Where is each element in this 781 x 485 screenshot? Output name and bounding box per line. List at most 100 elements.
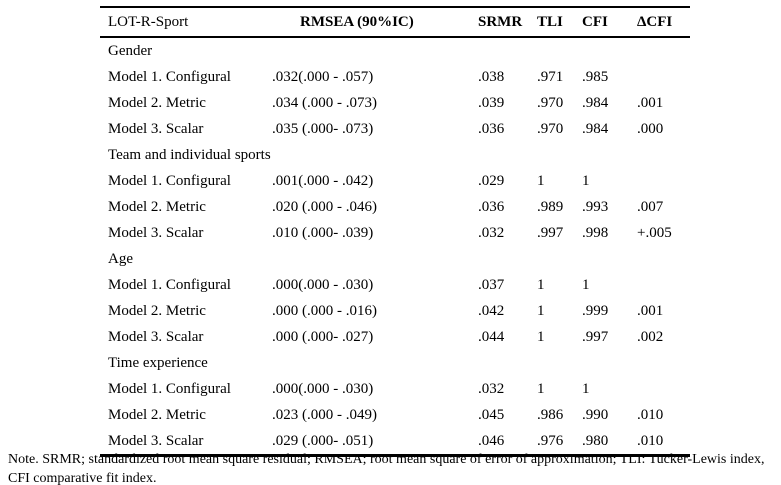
- model-label: Model 2. Metric: [108, 94, 206, 111]
- table-row: Model 3. Scalar .029 (.000- .051) .046 .…: [100, 428, 690, 456]
- model-label: Model 3. Scalar: [108, 432, 204, 449]
- rmsea-value: .023 (.000 - .049): [272, 406, 377, 423]
- model-label: Model 3. Scalar: [108, 328, 204, 345]
- cfi-value: .984: [582, 94, 609, 111]
- srmr-value: .037: [478, 276, 505, 293]
- model-label: Model 1. Configural: [108, 276, 231, 293]
- tli-value: .997: [537, 224, 564, 241]
- table-row: Model 1. Configural .001(.000 - .042) .0…: [100, 168, 690, 194]
- tli-value: 1: [537, 302, 545, 319]
- delta-cfi-value: [637, 64, 690, 90]
- delta-cfi-value: .010: [637, 432, 664, 449]
- cfi-value: .998: [582, 224, 609, 241]
- table-row: Model 2. Metric .000 (.000 - .016) .042 …: [100, 298, 690, 324]
- rmsea-value: .000(.000 - .030): [272, 380, 374, 397]
- fit-indices-table: LOT-R-Sport RMSEA (90%IC) SRMR TLI CFI Δ…: [100, 6, 690, 457]
- section-row-team-individual: Team and individual sports: [100, 142, 690, 168]
- tli-value: 1: [537, 328, 545, 345]
- tli-value: 1: [537, 380, 545, 397]
- model-label: Model 1. Configural: [108, 380, 231, 397]
- model-label: Model 3. Scalar: [108, 224, 204, 241]
- srmr-value: .036: [478, 120, 505, 137]
- srmr-value: .045: [478, 406, 505, 423]
- delta-cfi-value: .000: [637, 120, 664, 137]
- delta-cfi-value: .002: [637, 328, 664, 345]
- cfi-value: 1: [582, 276, 590, 293]
- srmr-value: .029: [478, 172, 505, 189]
- section-label: Gender: [108, 42, 153, 59]
- model-label: Model 2. Metric: [108, 406, 206, 423]
- rmsea-value: .010 (.000- .039): [272, 224, 374, 241]
- column-header-lot-r-sport: LOT-R-Sport: [100, 7, 272, 38]
- rmsea-value: .035 (.000- .073): [272, 120, 374, 137]
- table-row: Model 2. Metric .020 (.000 - .046) .036 …: [100, 194, 690, 220]
- delta-cfi-value: .010: [637, 406, 664, 423]
- tli-value: .970: [537, 120, 564, 137]
- rmsea-value: .020 (.000 - .046): [272, 198, 377, 215]
- cfi-value: .997: [582, 328, 609, 345]
- srmr-value: .042: [478, 302, 505, 319]
- delta-cfi-value: +.005: [637, 224, 672, 241]
- model-label: Model 2. Metric: [108, 302, 206, 319]
- delta-cfi-value: .007: [637, 198, 664, 215]
- table-row: Model 3. Scalar .000 (.000- .027) .044 1…: [100, 324, 690, 350]
- srmr-value: .036: [478, 198, 505, 215]
- rmsea-value: .029 (.000- .051): [272, 432, 374, 449]
- cfi-value: 1: [582, 172, 590, 189]
- cfi-value: .999: [582, 302, 609, 319]
- tli-value: 1: [537, 172, 545, 189]
- tli-value: .970: [537, 94, 564, 111]
- cfi-value: .985: [582, 68, 609, 85]
- header-row: LOT-R-Sport RMSEA (90%IC) SRMR TLI CFI Δ…: [100, 7, 690, 38]
- table-row: Model 1. Configural .032(.000 - .057) .0…: [100, 64, 690, 90]
- srmr-value: .046: [478, 432, 505, 449]
- rmsea-value: .000 (.000 - .016): [272, 302, 377, 319]
- section-label: Team and individual sports: [108, 146, 271, 163]
- model-label: Model 1. Configural: [108, 172, 231, 189]
- rmsea-value: .001(.000 - .042): [272, 172, 374, 189]
- cfi-value: .984: [582, 120, 609, 137]
- rmsea-value: .034 (.000 - .073): [272, 94, 377, 111]
- table-row: Model 3. Scalar .035 (.000- .073) .036 .…: [100, 116, 690, 142]
- column-header-rmsea: RMSEA (90%IC): [272, 7, 478, 38]
- section-label: Time experience: [108, 354, 208, 371]
- model-label: Model 2. Metric: [108, 198, 206, 215]
- cfi-value: 1: [582, 380, 590, 397]
- srmr-value: .044: [478, 328, 505, 345]
- tli-value: .971: [537, 68, 564, 85]
- cfi-value: .990: [582, 406, 609, 423]
- table-row: Model 1. Configural .000(.000 - .030) .0…: [100, 376, 690, 402]
- model-label: Model 1. Configural: [108, 68, 231, 85]
- srmr-value: .032: [478, 380, 505, 397]
- table-row: Model 2. Metric .023 (.000 - .049) .045 …: [100, 402, 690, 428]
- rmsea-value: .000(.000 - .030): [272, 276, 374, 293]
- delta-cfi-value: [637, 376, 690, 402]
- delta-cfi-value: .001: [637, 94, 664, 111]
- tli-value: .976: [537, 432, 564, 449]
- column-header-srmr: SRMR: [478, 7, 537, 38]
- table-row: Model 3. Scalar .010 (.000- .039) .032 .…: [100, 220, 690, 246]
- srmr-value: .039: [478, 94, 505, 111]
- section-row-age: Age: [100, 246, 690, 272]
- delta-cfi-value: .001: [637, 302, 664, 319]
- cfi-value: .993: [582, 198, 609, 215]
- table-row: Model 2. Metric .034 (.000 - .073) .039 …: [100, 90, 690, 116]
- tli-value: .989: [537, 198, 564, 215]
- srmr-value: .032: [478, 224, 505, 241]
- tli-value: 1: [537, 276, 545, 293]
- tli-value: .986: [537, 406, 564, 423]
- delta-cfi-value: [637, 272, 690, 298]
- rmsea-value: .000 (.000- .027): [272, 328, 374, 345]
- delta-cfi-value: [637, 168, 690, 194]
- rmsea-value: .032(.000 - .057): [272, 68, 374, 85]
- column-header-cfi: CFI: [582, 7, 637, 38]
- srmr-value: .038: [478, 68, 505, 85]
- table-footnote: Note. SRMR; standardized root mean squar…: [8, 452, 765, 485]
- section-row-gender: Gender: [100, 37, 690, 64]
- table-row: Model 1. Configural .000(.000 - .030) .0…: [100, 272, 690, 298]
- cfi-value: .980: [582, 432, 609, 449]
- column-header-tli: TLI: [537, 7, 582, 38]
- section-label: Age: [108, 250, 133, 267]
- section-row-time-experience: Time experience: [100, 350, 690, 376]
